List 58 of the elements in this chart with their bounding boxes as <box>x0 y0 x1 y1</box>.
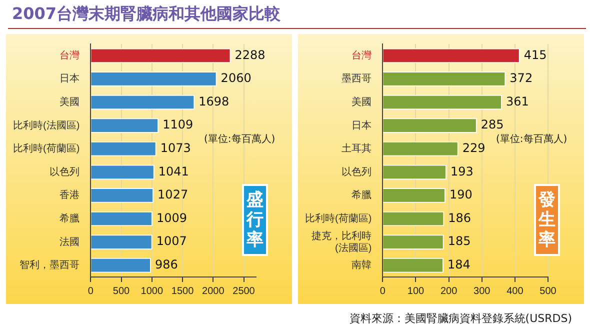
data-label: 1698 <box>198 94 230 108</box>
y-tick-label: 比利時(荷蘭區) <box>304 212 372 224</box>
data-label: 229 <box>462 140 486 155</box>
data-label: 1007 <box>156 234 187 248</box>
data-label: 1009 <box>156 210 187 225</box>
y-tick-label: 土耳其 <box>342 142 372 155</box>
x-tick-label: 300 <box>474 286 491 297</box>
annotation: 發生率 <box>534 184 560 256</box>
data-label: 285 <box>480 118 504 132</box>
data-label: 372 <box>510 71 533 86</box>
y-tick-label: 比利時(法國區) <box>12 119 80 132</box>
data-label: 2288 <box>234 48 266 62</box>
y-tick-label: 台灣 <box>352 49 372 62</box>
data-label: 2060 <box>220 71 252 86</box>
y-tick-label: 台灣 <box>60 49 80 62</box>
y-tick-label: 比利時(荷蘭區) <box>12 142 80 155</box>
x-tick-label: 1500 <box>171 286 194 297</box>
data-label: 415 <box>524 48 547 62</box>
y-tick-label: 以色列 <box>342 166 372 178</box>
annotation: (單位:每百萬人) <box>204 132 276 146</box>
data-label: 186 <box>448 210 472 225</box>
x-tick-label: 2500 <box>232 286 256 297</box>
y-tick-label: 南韓 <box>352 259 372 272</box>
source-note: 資料來源：美國腎臟病資料登錄系統(USRDS) <box>349 311 572 326</box>
y-tick-label: 墨西哥 <box>342 74 372 85</box>
y-tick-label: 希臘 <box>352 189 372 202</box>
data-label: 185 <box>448 234 471 248</box>
data-label: 184 <box>448 257 470 272</box>
y-tick-label: 以色列 <box>50 166 80 178</box>
y-tick-label: 美國 <box>60 96 80 108</box>
x-tick-label: 500 <box>540 286 557 297</box>
data-label: 1109 <box>162 118 194 132</box>
data-label: 361 <box>506 94 529 108</box>
x-tick-label: 200 <box>440 286 458 297</box>
y-tick-label: 日本 <box>352 119 372 132</box>
y-tick-label: 希臘 <box>60 212 80 224</box>
data-label: 193 <box>450 164 474 178</box>
y-tick-label: 智利，墨西哥 <box>20 259 80 272</box>
y-tick-label: 美國 <box>352 96 372 108</box>
x-tick-label: 100 <box>407 286 425 297</box>
x-tick-label: 1000 <box>140 286 164 297</box>
annotation: (單位:每百萬人) <box>496 132 568 146</box>
x-tick-label: 500 <box>112 286 130 297</box>
x-tick-label: 0 <box>380 286 386 297</box>
annotation: 盛行率 <box>242 184 268 256</box>
chart-title: 2007台灣末期腎臟病和其他國家比較 <box>12 4 281 25</box>
data-label: 986 <box>155 257 178 272</box>
y-tick-label: 日本 <box>60 72 80 85</box>
x-tick-label: 0 <box>88 286 94 297</box>
data-label: 190 <box>449 188 472 202</box>
data-label: 1073 <box>160 140 191 155</box>
y-tick-label: 捷克，比利時 (法國區) <box>312 230 372 254</box>
y-tick-label: 香港 <box>60 189 80 202</box>
x-tick-label: 2000 <box>202 286 225 297</box>
y-tick-label: 法國 <box>60 236 80 248</box>
x-tick-label: 400 <box>506 286 524 297</box>
data-label: 1027 <box>158 188 188 202</box>
data-label: 1041 <box>158 164 189 178</box>
